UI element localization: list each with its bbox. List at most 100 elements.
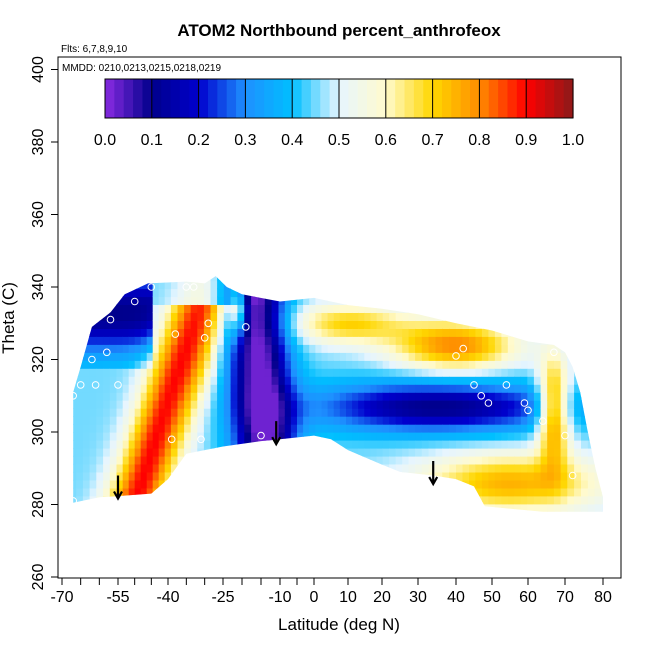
heatmap-cell — [309, 304, 316, 313]
heatmap-cell — [73, 392, 77, 401]
heatmap-cell — [217, 304, 225, 313]
heatmap-cell — [352, 495, 359, 505]
heatmap-cell — [244, 265, 251, 274]
heatmap-cell — [321, 312, 329, 321]
heatmap-cell — [76, 479, 84, 489]
heatmap-cell — [560, 448, 568, 457]
heatmap-cell — [230, 328, 238, 337]
heatmap-cell — [358, 408, 365, 417]
heatmap-cell — [237, 471, 245, 481]
heatmap-cell — [146, 288, 154, 298]
heatmap-cell — [303, 296, 310, 305]
heatmap-cell — [421, 432, 430, 441]
heatmap-cell — [574, 432, 582, 441]
heatmap-cell — [271, 304, 279, 313]
heatmap-cell — [184, 463, 192, 473]
x-tick-label: 20 — [373, 589, 391, 606]
heatmap-cell — [488, 276, 496, 282]
heatmap-cell — [346, 416, 353, 425]
heatmap-cell — [152, 479, 160, 489]
heatmap-cell — [449, 503, 457, 512]
heatmap-cell — [370, 479, 378, 489]
heatmap-cell — [574, 280, 582, 290]
heatmap-cell — [278, 368, 286, 377]
heatmap-cell — [89, 440, 97, 449]
colorbar-segment — [526, 79, 537, 118]
heatmap-cell — [82, 384, 91, 393]
heatmap-cell — [290, 392, 298, 401]
heatmap-cell — [601, 352, 603, 361]
heatmap-cell — [402, 336, 410, 345]
heatmap-cell — [520, 487, 528, 497]
heatmap-cell — [134, 503, 142, 512]
heatmap-cell — [223, 487, 232, 497]
heatmap-cell — [376, 424, 384, 433]
heatmap-cell — [128, 280, 136, 290]
heatmap-cell — [456, 296, 464, 305]
heatmap-cell — [402, 280, 410, 290]
heatmap-cell — [494, 448, 502, 457]
heatmap-cell — [244, 368, 252, 377]
heatmap-cell — [237, 368, 245, 377]
heatmap-cell — [158, 304, 166, 313]
heatmap-cell — [128, 320, 136, 329]
heatmap-cell — [520, 384, 528, 393]
heatmap-cell — [134, 432, 142, 441]
heatmap-cell — [290, 487, 298, 497]
heatmap-cell — [103, 384, 111, 393]
heatmap-cell — [462, 495, 470, 505]
sample-point — [459, 344, 468, 353]
heatmap-cell — [435, 352, 443, 361]
heatmap-cell — [389, 288, 397, 298]
heatmap-cell — [258, 304, 266, 313]
heatmap-cell — [184, 392, 192, 401]
heatmap-cell — [197, 424, 205, 433]
heatmap-cell — [223, 288, 232, 298]
heatmap-cell — [109, 376, 118, 385]
heatmap-cell — [170, 487, 179, 497]
heatmap-cell — [449, 455, 457, 465]
heatmap-cell — [184, 424, 192, 433]
heatmap-cell — [339, 448, 347, 457]
heatmap-cell — [339, 336, 347, 345]
heatmap-cell — [442, 265, 449, 274]
heatmap-cell — [364, 376, 371, 385]
heatmap-cell — [574, 360, 582, 369]
colorbar-segment — [105, 79, 115, 118]
heatmap-cell — [177, 471, 185, 481]
heatmap-cell — [408, 304, 416, 313]
heatmap-cell — [475, 312, 483, 321]
heatmap-cell — [184, 288, 192, 298]
heatmap-cell — [540, 296, 548, 305]
heatmap-cell — [210, 463, 218, 473]
heatmap-cell — [297, 455, 304, 465]
heatmap-cell — [415, 368, 423, 377]
heatmap-cell — [170, 276, 179, 282]
heatmap-cell — [587, 416, 596, 425]
heatmap-cell — [271, 479, 279, 489]
heatmap-cell — [352, 432, 359, 441]
heatmap-cell — [309, 503, 316, 512]
heatmap-cell — [321, 424, 329, 433]
heatmap-cell — [210, 360, 218, 369]
heatmap-cell — [122, 448, 130, 457]
heatmap-cell — [370, 392, 378, 401]
heatmap-cell — [415, 280, 423, 290]
heatmap-cell — [415, 392, 423, 401]
heatmap-cell — [197, 368, 205, 377]
heatmap-cell — [402, 503, 410, 512]
heatmap-cell — [258, 463, 266, 473]
x-tick-label: 80 — [594, 589, 612, 606]
heatmap-cell — [462, 280, 470, 290]
heatmap-cell — [82, 280, 91, 290]
heatmap-cell — [117, 265, 124, 274]
heatmap-cell — [601, 448, 603, 457]
heatmap-cell — [469, 495, 477, 505]
heatmap-cell — [223, 352, 232, 361]
heatmap-cell — [303, 265, 310, 274]
heatmap-cell — [469, 416, 477, 425]
heatmap-cell — [315, 352, 323, 361]
heatmap-cell — [190, 376, 198, 385]
heatmap-cell — [481, 448, 489, 457]
heatmap-cell — [421, 336, 430, 345]
